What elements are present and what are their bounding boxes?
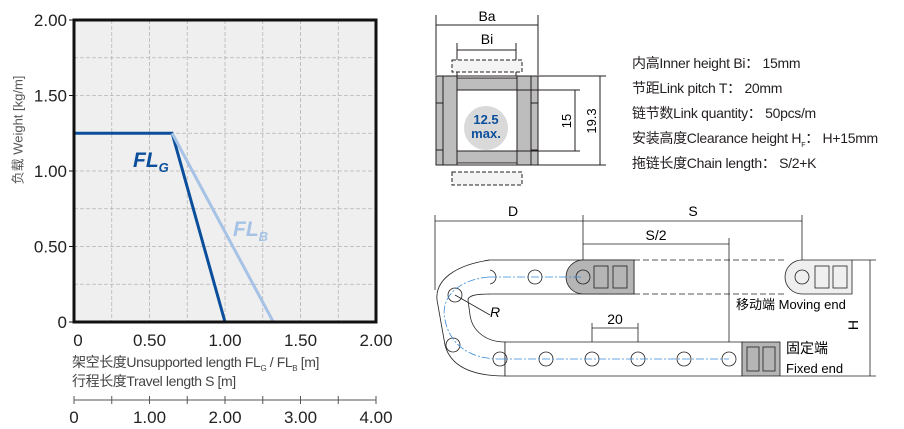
spec-value: 15mm [762,55,801,71]
spec-value: 50pcs/m [765,105,816,121]
x-axis-label: 架空长度Unsupported length FLG / FLB [m] [72,352,319,373]
s-half-label: S/2 [645,227,666,243]
bi-label: Bi [481,31,493,47]
moving-end-label: 移动端 Moving end [736,297,846,312]
y-tick-label: 0.50 [34,238,67,257]
series-label-flb: FLB [233,218,268,244]
moving-end-bracket [565,259,635,295]
x2-tick-label: 2.00 [208,408,241,427]
top-crossbar [456,77,518,91]
spec-chain-length: 拖链长度Chain length： S/2+K [632,153,816,173]
x-axis-label-sub-b: B [292,363,298,373]
x2-axis-label: 行程长度Travel length S [m] [72,373,236,389]
spec-link-quantity: 链节数Link quantity： 50pcs/m [632,103,816,123]
y-tick-label: 0 [58,313,67,332]
bottom-cover-dashed [451,171,523,186]
x-axis-label-sub-g: G [260,363,267,373]
spec-label: 链节数Link quantity： [632,105,762,121]
y-tick-label: 2.00 [34,11,67,30]
pitch-label: 20 [607,311,623,327]
x-axis-label-suffix: [m] [297,354,320,370]
right-side-plate [516,75,539,166]
spec-link-pitch: 节距Link pitch T： 20mm [632,78,782,98]
x-tick-label: 2.00 [359,331,392,350]
max-cable-label: max. [471,126,501,141]
x2-tick-label: 4.00 [359,408,392,427]
spec-inner-height: 内高Inner height Bi： 15mm [632,53,800,73]
spec-label-sub: F [801,141,806,149]
ba-label: Ba [478,8,495,24]
inner-height-value: 15 [559,114,574,128]
x-tick-label: 1.00 [208,331,241,350]
y-tick-label: 1.50 [34,87,67,106]
x-tick-label: 0.50 [133,331,166,350]
spec-label: 内高Inner height Bi： [632,55,759,71]
series-label-flg: FLG [133,149,169,175]
radius-label: R [490,304,500,320]
spec-label: 节距Link pitch T： [632,80,741,96]
series-label-flb-main: FL [233,218,259,241]
x-axis-label-mid: / FL [266,354,293,370]
series-label-flg-sub: G [158,160,169,176]
x-axis-label-prefix: 架空长度Unsupported length FL [72,354,261,370]
spec-label-end: ： [805,130,819,146]
top-cover-dashed [451,59,523,73]
spec-value: S/2+K [779,155,817,171]
x2-tick-label: 0 [69,408,78,427]
max-cable-circle [464,106,508,150]
moving-end-ghost [784,259,853,295]
spec-clearance-height: 安装高度Clearance height HF： H+15mm [632,128,878,149]
series-label-flb-sub: B [258,229,269,245]
left-side-plate [435,75,458,166]
outer-height-value: 19.3 [584,108,599,133]
x2-tick-label: 1.00 [133,408,166,427]
series-line-flb [170,132,275,323]
max-cable-value: 12.5 [473,112,498,127]
d-label: D [508,203,518,219]
fixed-end-bracket [741,341,781,377]
s-label: S [688,203,697,219]
series-label-flg-main: FL [133,149,159,172]
spec-label: 拖链长度Chain length： [632,155,776,171]
h-label: H [845,320,861,330]
x2-tick-label: 3.00 [284,408,317,427]
x-tick-label: 0 [73,331,82,350]
spec-value: 20mm [744,80,783,96]
bottom-crossbar [456,150,518,164]
spec-value: H+15mm [822,130,879,146]
fixed-end-label-en: Fixed end [786,361,843,376]
x-tick-label: 1.50 [284,331,317,350]
y-tick-label: 1.00 [34,162,67,181]
chain-pitch-line [443,276,729,360]
fixed-end-label-cn: 固定端 [786,340,828,356]
spec-label: 安装高度Clearance height H [632,130,802,146]
